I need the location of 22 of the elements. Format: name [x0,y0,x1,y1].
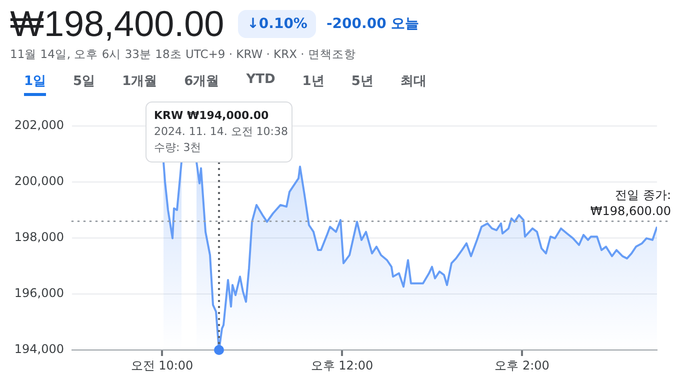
text: 5년 [351,73,374,91]
chart-title: ₩198,400.00 [10,3,224,45]
y-tick-label: 200,000 [14,174,64,188]
annotation: KRW ₩194,000.00 2024. 11. 14. 오전 10:38 수량: 3천 [154,109,288,154]
y-tick-label: 198,000 [14,230,64,244]
text: 6개월 [184,73,220,91]
x-tick-label: 오후 2:00 [494,358,550,372]
text: 5일 [73,73,96,91]
text: 1일 [24,72,46,96]
text: 1개월 [122,73,158,91]
x-tick-label: 오후 12:00 [310,358,374,372]
y-tick-label: 202,000 [14,118,64,132]
text: -200.00 오늘 [326,15,420,33]
text: YTD [246,72,276,89]
chart-subtitle: 11월 14일, 오후 6시 33분 18초 UTC+9 · KRW · KRX · 면책조항 [10,47,357,62]
y-tick-label: 196,000 [14,286,64,300]
text: 최대 [400,73,426,91]
ref-line-label: 전일 종가: ₩198,600.00 [590,188,671,218]
y-tick-label: 194,000 [14,342,64,356]
x-tick-label: 오전 10:00 [130,358,194,372]
text: ↓0.10% [238,10,316,38]
text: 1년 [302,73,324,91]
